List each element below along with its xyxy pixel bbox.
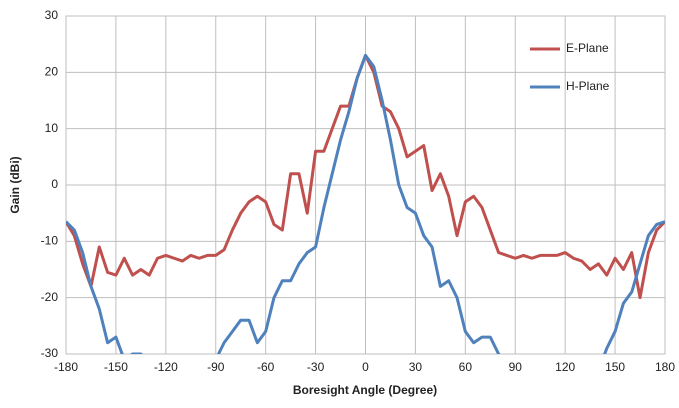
x-tick-label: -60 (257, 360, 275, 374)
x-tick-label: 180 (655, 360, 675, 374)
x-tick-label: 0 (362, 360, 369, 374)
x-tick-label: -180 (54, 360, 78, 374)
x-tick-label: 120 (555, 360, 575, 374)
legend-label: H-Plane (566, 79, 610, 93)
series-line (66, 53, 665, 354)
y-tick-label: 0 (51, 177, 58, 191)
x-tick-label: 90 (509, 360, 523, 374)
x-tick-label: -30 (307, 360, 325, 374)
x-tick-label: -120 (154, 360, 178, 374)
x-tick-label: 30 (409, 360, 423, 374)
x-tick-label: 60 (459, 360, 473, 374)
x-tick-label: -90 (207, 360, 225, 374)
x-tick-label: 150 (605, 360, 625, 374)
y-tick-label: -20 (41, 290, 59, 304)
y-tick-label: 30 (45, 8, 59, 22)
y-tick-label: 20 (45, 65, 59, 79)
y-axis-label: Gain (dBi) (8, 156, 22, 213)
plot-area (66, 53, 665, 354)
legend: E-Plane H-Plane (530, 41, 610, 93)
y-tick-label: -30 (41, 346, 59, 360)
legend-label: E-Plane (566, 41, 609, 55)
x-axis-label: Boresight Angle (Degree) (293, 383, 437, 397)
y-tick-label: -10 (41, 234, 59, 248)
x-tick-label: -150 (104, 360, 128, 374)
plot-border (65, 15, 666, 355)
y-tick-label: 10 (45, 121, 59, 135)
grid: -30 -20 -10 0 10 20 30 -180 -150 -120 -90 -60 -30 0 30… (41, 8, 676, 374)
